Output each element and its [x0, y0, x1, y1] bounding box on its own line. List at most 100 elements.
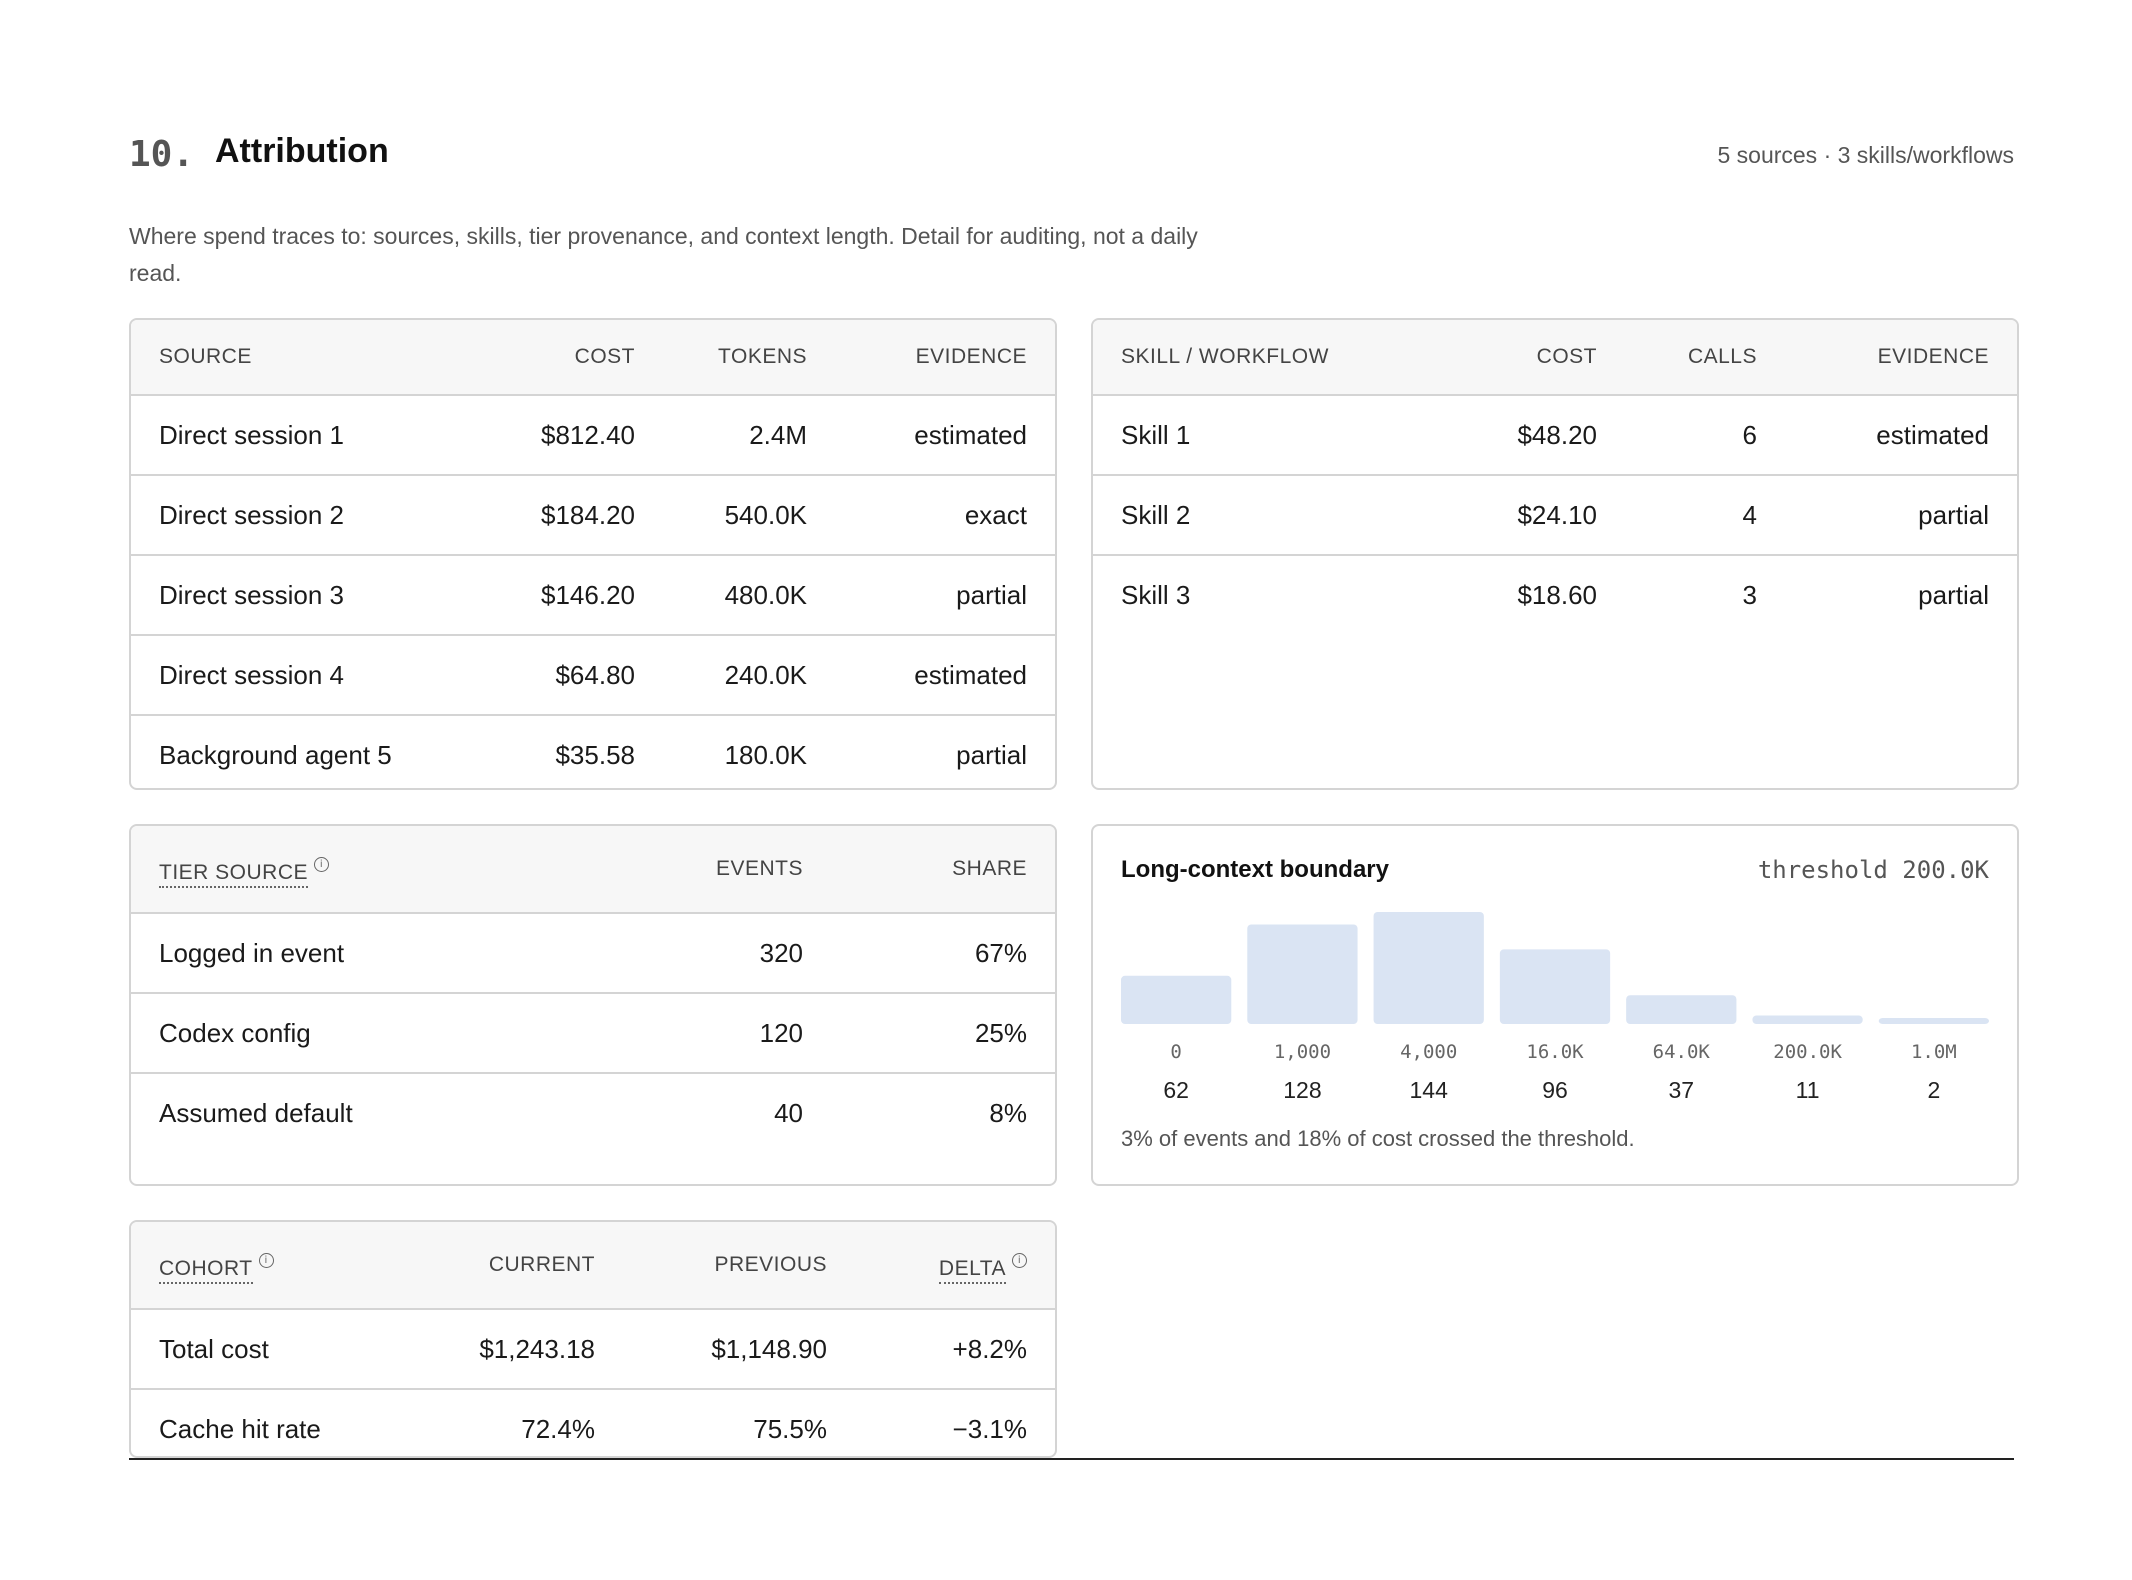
column-header-evidence[interactable]: EVIDENCE	[835, 320, 1055, 396]
tier-share: 25%	[831, 993, 1055, 1074]
bottom-divider	[129, 1458, 2014, 1460]
column-header-delta[interactable]: DELTA i	[855, 1222, 1055, 1310]
histogram-bar	[1121, 975, 1232, 1024]
info-icon[interactable]: i	[1012, 1253, 1027, 1268]
skill-name: Skill 3	[1121, 579, 1191, 610]
cohort-card: COHORT i CURRENT PREVIOUS DELTA i Total co…	[129, 1220, 1057, 1458]
source-name: Background agent 5	[159, 739, 392, 770]
bucket-count: 128	[1283, 1077, 1321, 1103]
table-row: Logged in event 320 67%	[131, 913, 1055, 994]
table-row: Direct session 4 $64.80 240.0K estimated	[131, 635, 1055, 716]
source-tokens: 540.0K	[663, 475, 835, 556]
source-name: Direct session 4	[131, 635, 471, 716]
skill-name: Skill 1	[1093, 395, 1433, 476]
column-header-events[interactable]: EVENTS	[651, 826, 831, 914]
tier-source-name: Assumed default	[159, 1097, 353, 1128]
column-header-source[interactable]: SOURCE	[131, 320, 471, 396]
chart-note: 3% of events and 18% of cost crossed the…	[1121, 1126, 1635, 1151]
tier-source-header-label: TIER SOURCE	[159, 861, 309, 888]
table-row: Skill 3 $18.60 3 partial	[1093, 555, 2017, 634]
tier-events: 320	[651, 913, 831, 994]
column-header-current[interactable]: CURRENT	[393, 1222, 623, 1310]
source-cost: $64.80	[471, 635, 663, 716]
bucket-label: 16.0K	[1526, 1041, 1584, 1063]
cohort-previous: 75.5%	[753, 1413, 827, 1444]
cohort-current: $1,243.18	[393, 1309, 623, 1390]
tier-source-table: TIER SOURCE i EVENTS SHARE Logged in even…	[131, 826, 1055, 1152]
section-title: Attribution	[215, 132, 389, 170]
column-header-evidence[interactable]: EVIDENCE	[1785, 320, 2017, 396]
skill-cost: $18.60	[1517, 579, 1597, 610]
table-header-row: SOURCE COST TOKENS EVIDENCE	[131, 320, 1055, 396]
table-row: Skill 1 $48.20 6 estimated	[1093, 395, 2017, 476]
table-row: Assumed default 40 8%	[131, 1073, 1055, 1152]
table-row: Codex config 120 25%	[131, 993, 1055, 1074]
source-evidence: estimated	[835, 395, 1055, 476]
tier-source-name: Codex config	[131, 993, 651, 1074]
skill-cost: $48.20	[1433, 395, 1625, 476]
tier-share: 67%	[831, 913, 1055, 994]
column-header-previous[interactable]: PREVIOUS	[623, 1222, 855, 1310]
bucket-count: 96	[1542, 1077, 1568, 1103]
column-header-share[interactable]: SHARE	[831, 826, 1055, 914]
column-header-calls[interactable]: CALLS	[1625, 320, 1785, 396]
table-row: Direct session 2 $184.20 540.0K exact	[131, 475, 1055, 556]
bucket-label: 4,000	[1400, 1041, 1457, 1063]
source-name: Direct session 2	[131, 475, 471, 556]
source-tokens: 480.0K	[663, 555, 835, 636]
cohort-name: Cache hit rate	[159, 1413, 321, 1444]
column-header-cost[interactable]: COST	[1433, 320, 1625, 396]
column-header-cohort[interactable]: COHORT i	[131, 1222, 393, 1310]
source-cost: $146.20	[471, 555, 663, 636]
source-cost: $184.20	[471, 475, 663, 556]
cohort-table: COHORT i CURRENT PREVIOUS DELTA i Total co…	[131, 1222, 1055, 1456]
column-header-tokens[interactable]: TOKENS	[663, 320, 835, 396]
table-row: Direct session 3 $146.20 480.0K partial	[131, 555, 1055, 636]
source-cost: $812.40	[471, 395, 663, 476]
tier-share: 8%	[989, 1097, 1027, 1128]
column-header-cost[interactable]: COST	[471, 320, 663, 396]
table-row: Total cost $1,243.18 $1,148.90 +8.2%	[131, 1309, 1055, 1390]
bucket-count: 2	[1927, 1077, 1940, 1103]
source-name: Direct session 3	[131, 555, 471, 636]
column-header-tier-source[interactable]: TIER SOURCE i	[131, 826, 651, 914]
tier-events: 120	[651, 993, 831, 1074]
source-evidence: exact	[835, 475, 1055, 556]
skill-name: Skill 2	[1093, 475, 1433, 556]
cohort-header-label: COHORT	[159, 1257, 253, 1284]
bucket-count: 37	[1668, 1077, 1694, 1103]
tier-events: 40	[774, 1097, 803, 1128]
long-context-histogram: 0 62 1,000 128 4,000 144 16.0K 96 64.0K 37 200.0K 1…	[1121, 912, 1989, 1103]
bucket-count: 144	[1410, 1077, 1449, 1103]
tier-source-name: Logged in event	[131, 913, 651, 994]
sources-table: SOURCE COST TOKENS EVIDENCE Direct sessi…	[131, 320, 1055, 788]
bucket-label: 200.0K	[1773, 1041, 1842, 1063]
skills-table: SKILL / WORKFLOW COST CALLS EVIDENCE Ski…	[1093, 320, 2017, 634]
threshold-label: threshold 200.0K	[1757, 856, 1989, 884]
skill-cost: $24.10	[1433, 475, 1625, 556]
skill-evidence: partial	[1785, 475, 2017, 556]
table-header-row: TIER SOURCE i EVENTS SHARE	[131, 826, 1055, 914]
bucket-count: 11	[1796, 1077, 1820, 1103]
histogram-bar	[1752, 1015, 1863, 1024]
bucket-label: 0	[1170, 1041, 1181, 1063]
column-header-skill[interactable]: SKILL / WORKFLOW	[1093, 320, 1433, 396]
source-tokens: 2.4M	[663, 395, 835, 476]
table-row: Background agent 5 $35.58 180.0K partial	[131, 715, 1055, 788]
cohort-current: 72.4%	[521, 1413, 595, 1444]
source-evidence: partial	[956, 739, 1027, 770]
section-number: 10.	[129, 134, 195, 175]
cohort-delta: +8.2%	[855, 1309, 1055, 1390]
histogram-bar	[1499, 949, 1611, 1024]
info-icon[interactable]: i	[314, 857, 330, 872]
bucket-count: 62	[1163, 1077, 1189, 1103]
cohort-previous: $1,148.90	[623, 1309, 855, 1390]
skill-calls: 3	[1742, 579, 1757, 610]
info-icon[interactable]: i	[258, 1253, 274, 1268]
source-cost: $35.58	[555, 739, 635, 770]
delta-header-label: DELTA	[938, 1257, 1006, 1284]
bucket-label: 1,000	[1274, 1041, 1331, 1063]
bucket-label: 64.0K	[1653, 1041, 1711, 1063]
section-description: Where spend traces to: sources, skills, …	[129, 223, 1198, 286]
source-evidence: partial	[835, 555, 1055, 636]
